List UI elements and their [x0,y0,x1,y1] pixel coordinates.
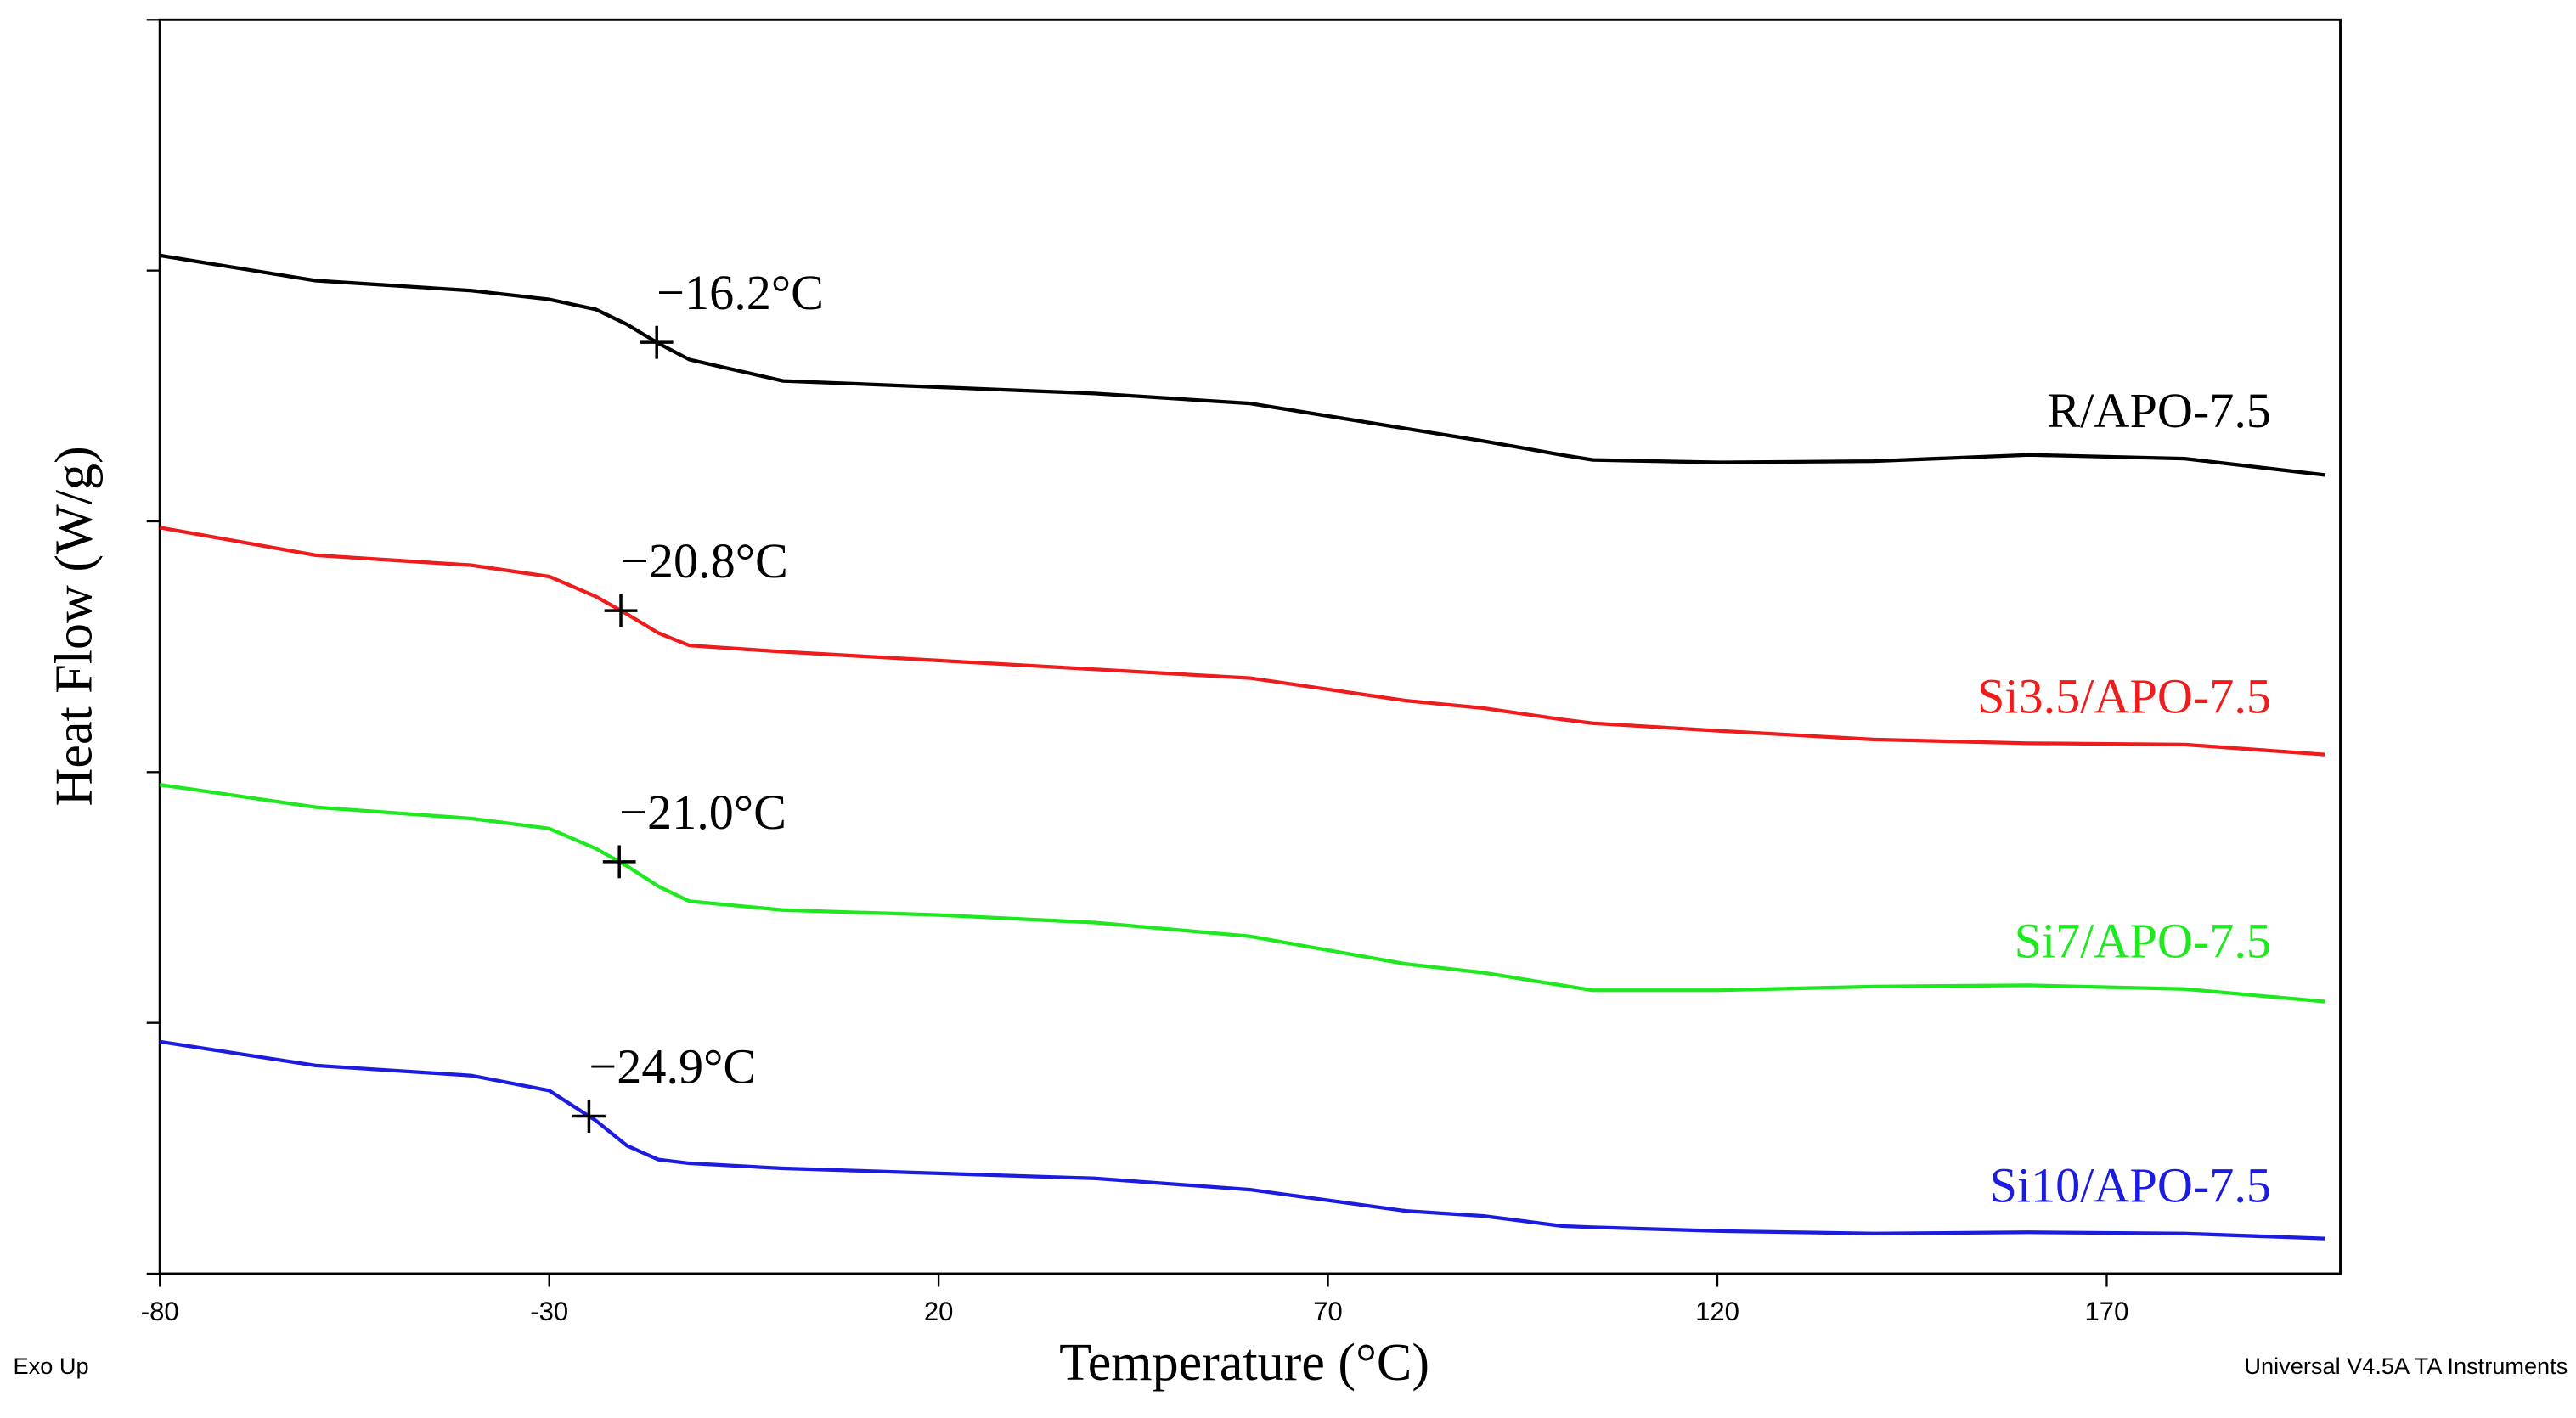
tg-annotation: −21.0°C [619,785,786,840]
x-tick-label: -80 [141,1297,179,1326]
tg-marker [602,845,636,879]
footer-right: Universal V4.5A TA Instruments [2244,1353,2568,1379]
series-label: Si7/APO-7.5 [2015,914,2271,969]
y-axis-label: Heat Flow (W/g) [45,446,103,806]
plot-frame [158,18,2342,1275]
x-axis-label: Temperature (°C) [1059,1334,1429,1392]
tg-annotation: −20.8°C [621,533,788,588]
series-label: Si10/APO-7.5 [1990,1158,2272,1213]
series-line [159,1039,2325,1241]
tg-marker [640,325,674,359]
series-label: R/APO-7.5 [2047,383,2271,438]
tg-marker [572,1100,606,1133]
x-tick-label: 70 [1313,1297,1343,1326]
x-tick-label: -30 [530,1297,568,1326]
tg-annotation: −24.9°C [589,1038,756,1094]
x-tick-label: 120 [1695,1297,1739,1326]
series-line [159,782,2325,1004]
series-label: Si3.5/APO-7.5 [1977,669,2271,724]
footer-left: Exo Up [14,1353,89,1379]
series-line [159,253,2325,477]
x-tick-label: 20 [924,1297,954,1326]
tg-marker [604,594,638,627]
x-tick-label: 170 [2085,1297,2129,1326]
series-line [159,526,2325,757]
tg-annotation: −16.2°C [657,265,824,320]
